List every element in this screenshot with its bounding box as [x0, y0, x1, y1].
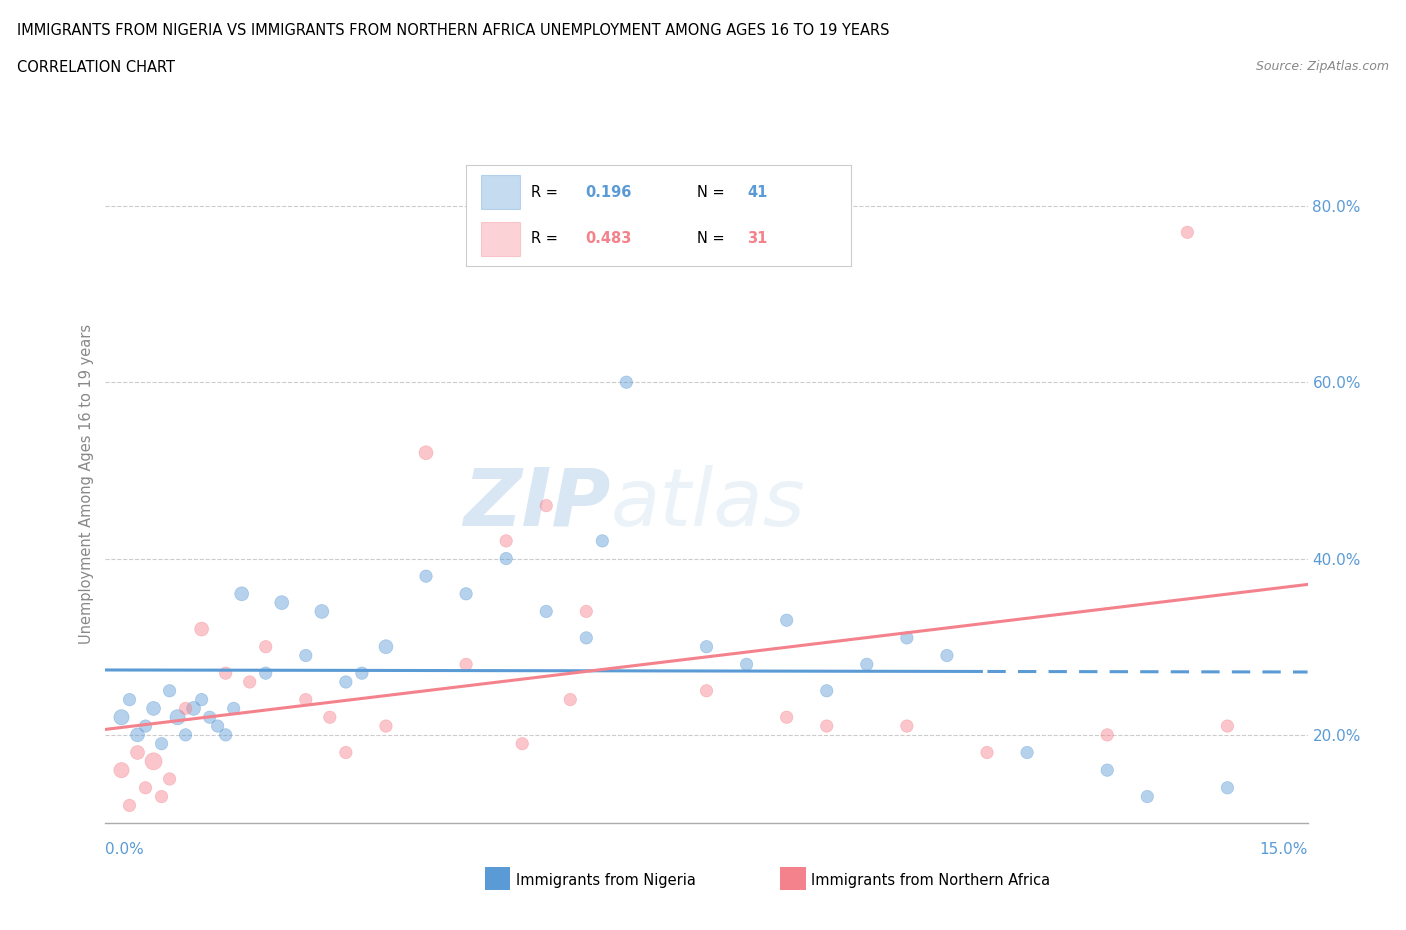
Point — [896, 631, 918, 645]
Point — [776, 613, 799, 628]
Point — [335, 674, 357, 689]
Point — [374, 639, 396, 654]
Point — [127, 745, 149, 760]
Point — [560, 692, 582, 707]
Point — [231, 587, 253, 602]
Point — [1097, 727, 1119, 742]
Point — [1175, 225, 1198, 240]
Point — [150, 737, 173, 751]
Point — [319, 710, 342, 724]
Point — [495, 551, 517, 566]
Point — [976, 745, 998, 760]
Point — [815, 684, 838, 698]
Point — [896, 719, 918, 734]
Point — [166, 710, 188, 724]
Text: ZIP: ZIP — [463, 465, 610, 543]
Point — [735, 657, 758, 671]
Point — [118, 692, 141, 707]
Point — [270, 595, 292, 610]
Point — [815, 719, 838, 734]
Point — [159, 772, 181, 787]
Y-axis label: Unemployment Among Ages 16 to 19 years: Unemployment Among Ages 16 to 19 years — [79, 324, 94, 644]
Point — [198, 710, 221, 724]
Point — [591, 534, 613, 549]
Point — [534, 498, 557, 513]
Point — [295, 692, 318, 707]
Text: 15.0%: 15.0% — [1260, 842, 1308, 857]
Point — [510, 737, 533, 751]
Point — [142, 754, 165, 769]
Point — [350, 666, 373, 681]
Point — [534, 604, 557, 618]
Point — [127, 727, 149, 742]
Point — [110, 763, 132, 777]
Point — [696, 684, 718, 698]
Point — [150, 790, 173, 804]
Point — [936, 648, 959, 663]
Point — [696, 639, 718, 654]
Point — [311, 604, 333, 618]
Text: atlas: atlas — [610, 465, 806, 543]
Point — [110, 710, 132, 724]
Point — [575, 631, 598, 645]
Point — [1136, 790, 1159, 804]
Point — [118, 798, 141, 813]
Point — [222, 701, 245, 716]
Point — [239, 674, 262, 689]
Point — [254, 639, 277, 654]
Text: CORRELATION CHART: CORRELATION CHART — [17, 60, 174, 75]
Text: Source: ZipAtlas.com: Source: ZipAtlas.com — [1256, 60, 1389, 73]
Text: Immigrants from Nigeria: Immigrants from Nigeria — [516, 873, 696, 888]
Point — [207, 719, 229, 734]
Point — [1015, 745, 1038, 760]
Point — [295, 648, 318, 663]
Point — [1216, 719, 1239, 734]
Point — [159, 684, 181, 698]
Point — [254, 666, 277, 681]
Point — [616, 375, 638, 390]
Point — [776, 710, 799, 724]
Text: IMMIGRANTS FROM NIGERIA VS IMMIGRANTS FROM NORTHERN AFRICA UNEMPLOYMENT AMONG AG: IMMIGRANTS FROM NIGERIA VS IMMIGRANTS FR… — [17, 23, 890, 38]
Point — [415, 569, 437, 584]
Point — [575, 604, 598, 618]
Point — [495, 534, 517, 549]
Point — [415, 445, 437, 460]
Point — [135, 780, 157, 795]
Point — [214, 727, 236, 742]
Point — [1097, 763, 1119, 777]
Point — [190, 621, 212, 636]
Text: 0.0%: 0.0% — [105, 842, 145, 857]
Point — [335, 745, 357, 760]
Point — [174, 727, 197, 742]
Point — [135, 719, 157, 734]
Point — [183, 701, 205, 716]
Text: Immigrants from Northern Africa: Immigrants from Northern Africa — [811, 873, 1050, 888]
Point — [456, 587, 478, 602]
Point — [1216, 780, 1239, 795]
Point — [142, 701, 165, 716]
Point — [374, 719, 396, 734]
Point — [456, 657, 478, 671]
Point — [190, 692, 212, 707]
Point — [174, 701, 197, 716]
Point — [214, 666, 236, 681]
Point — [855, 657, 877, 671]
